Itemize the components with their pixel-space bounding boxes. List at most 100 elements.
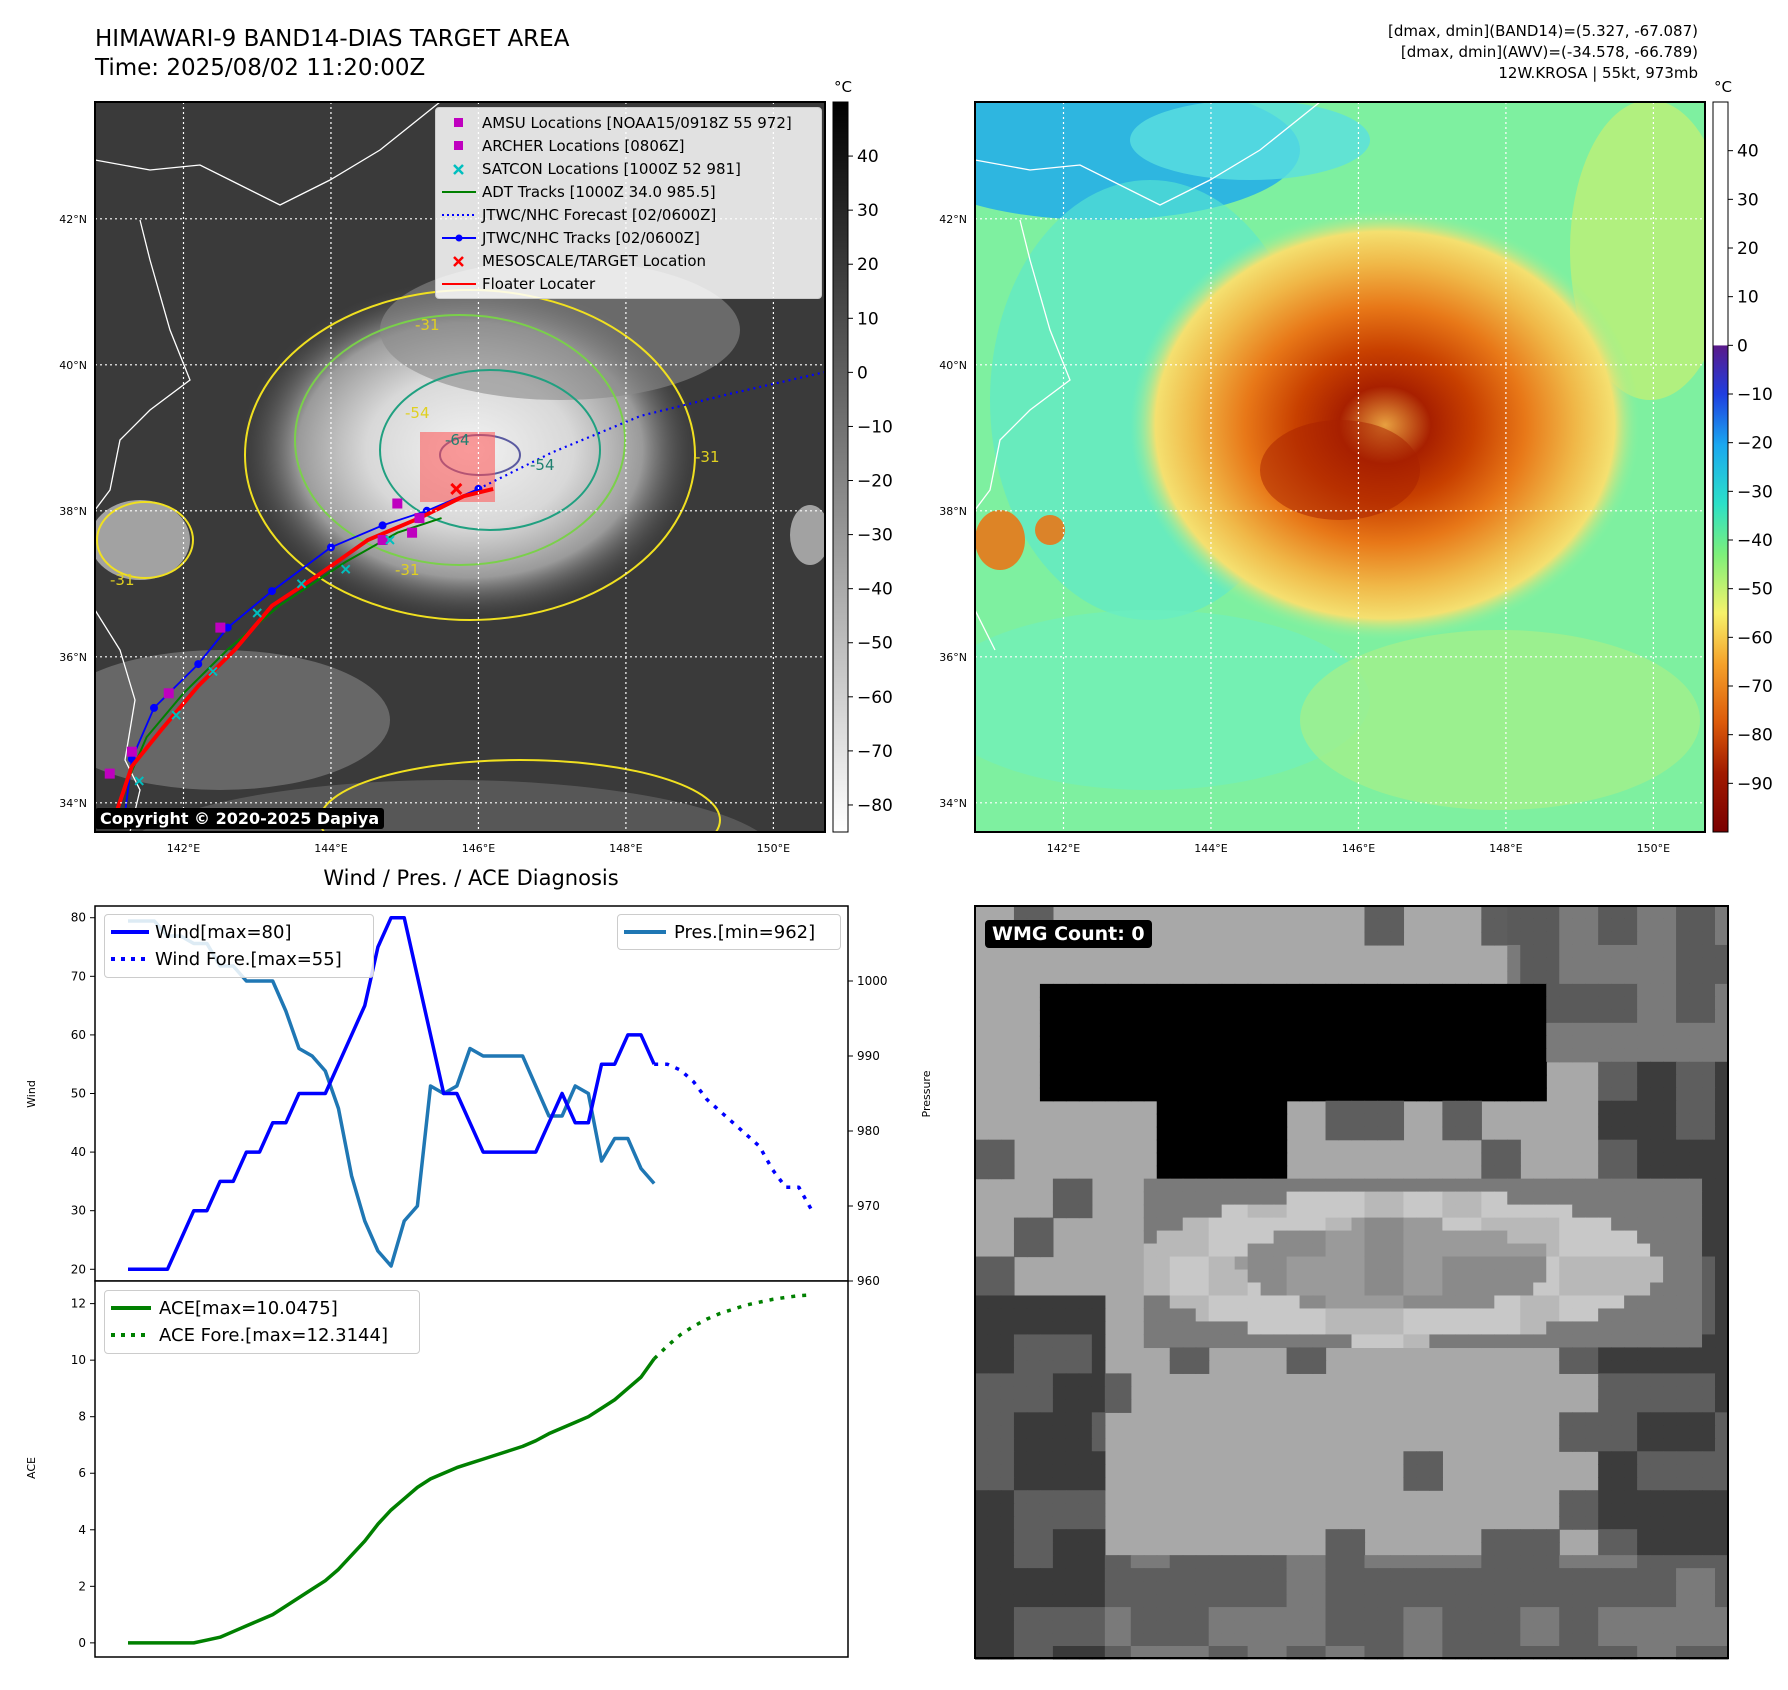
wmg-cell — [1520, 1035, 1534, 1050]
wmg-cell — [1676, 1347, 1690, 1361]
wmg-cell — [1169, 1074, 1184, 1089]
wmg-cell — [1273, 1217, 1288, 1232]
wmg-cell — [1260, 1568, 1275, 1582]
wmg-cell — [1520, 1217, 1534, 1232]
wmg-cell — [1338, 1607, 1353, 1621]
wmg-cell — [1182, 1646, 1197, 1660]
wmg-cell — [1676, 1529, 1690, 1543]
wmg-cell — [1221, 1555, 1236, 1569]
ace-legend-label: ACE[max=10.0475] — [159, 1297, 338, 1319]
wmg-cell — [975, 1555, 989, 1569]
wmg-cell — [1195, 1594, 1210, 1608]
legend-square-marker — [454, 141, 463, 150]
wmg-cell — [1143, 1282, 1158, 1297]
wmg-cell — [1286, 1321, 1301, 1336]
wmg-cell — [1078, 1009, 1093, 1024]
wmg-cell — [1598, 1152, 1612, 1167]
coastline-kanto — [95, 609, 141, 832]
wmg-cell — [1650, 1334, 1664, 1349]
wmg-cell — [1676, 996, 1690, 1011]
wmg-cell — [1286, 1633, 1301, 1647]
wmg-cell — [1598, 1438, 1612, 1452]
wmg-cell — [1325, 1256, 1340, 1271]
wmg-cell — [1663, 1373, 1677, 1387]
wmg-cell — [1195, 1256, 1210, 1271]
wmg-cell — [1676, 1594, 1690, 1608]
wmg-cell — [1130, 1061, 1145, 1076]
wmg-cell — [1481, 1217, 1495, 1232]
wmg-cell — [1299, 1191, 1314, 1206]
wmg-cell — [1000, 1425, 1015, 1439]
colorbar-tick-label: −50 — [1737, 580, 1773, 600]
wmg-cell — [1715, 1204, 1729, 1219]
wmg-cell — [1416, 1646, 1430, 1660]
wmg-cell — [1026, 1542, 1041, 1556]
wmg-cell — [1585, 1321, 1599, 1336]
wmg-cell — [975, 1516, 989, 1530]
wmg-cell — [1052, 1191, 1067, 1206]
wmg-cell — [1455, 1100, 1469, 1115]
wmg-cell — [1689, 1126, 1703, 1141]
wmg-cell — [1533, 1048, 1547, 1063]
wmg-cell — [1676, 1581, 1690, 1595]
wmg-cell — [975, 1360, 989, 1374]
wmg-cell — [1078, 1061, 1093, 1076]
wmg-cell — [1377, 1568, 1392, 1582]
wmg-cell — [1624, 1464, 1638, 1478]
wmg-cell — [1234, 1581, 1249, 1595]
wmg-cell — [1689, 1529, 1703, 1543]
wmg-cell — [1624, 1126, 1638, 1141]
wmg-cell — [1403, 1607, 1418, 1621]
wmg-cell — [1689, 1594, 1703, 1608]
legend-x-marker — [453, 256, 464, 267]
wmg-cell — [1143, 1191, 1158, 1206]
wmg-cell — [1663, 1555, 1677, 1569]
wmg-cell — [1013, 1334, 1028, 1349]
wmg-cell — [1429, 996, 1443, 1011]
wmg-cell — [1182, 1633, 1197, 1647]
wmg-cell — [1572, 1282, 1586, 1297]
wmg-cell — [1663, 970, 1677, 985]
wmg-cell — [1247, 1295, 1262, 1310]
wmg-cell — [1195, 1295, 1210, 1310]
wmg-cell — [1325, 1620, 1340, 1634]
wmg-cell — [1169, 1594, 1184, 1608]
wmg-cell — [1650, 1282, 1664, 1297]
wmg-cell — [1000, 1451, 1015, 1465]
wmg-cell — [1637, 1477, 1651, 1491]
wmg-cell — [1390, 996, 1405, 1011]
wmg-cell — [1156, 1633, 1171, 1647]
pressure-ylabel: Pressure — [920, 1070, 933, 1117]
wmg-cell — [1650, 1399, 1664, 1413]
wmg-cell — [1676, 1022, 1690, 1037]
wmg-cell — [1364, 918, 1379, 933]
wmg-cell — [1416, 1555, 1430, 1569]
wmg-cell — [1572, 1490, 1586, 1504]
wmg-cell — [1637, 1542, 1651, 1556]
wmg-cell — [1078, 1087, 1093, 1102]
wmg-cell — [1715, 1360, 1729, 1374]
wmg-cell — [1286, 1646, 1301, 1660]
wmg-cell — [1559, 1581, 1573, 1595]
wmg-cell — [1156, 1620, 1171, 1634]
ir-contour-labels: -31-54-64-54-31-31-31 — [110, 316, 720, 589]
wmg-cell — [1026, 1386, 1041, 1400]
wmg-cell — [1663, 931, 1677, 946]
wmg-cell — [1091, 1464, 1106, 1478]
wmg-cell — [1052, 996, 1067, 1011]
wmg-cell — [1546, 1555, 1560, 1569]
wmg-cell — [1156, 996, 1171, 1011]
wmg-cell — [1273, 1607, 1288, 1621]
wmg-cell — [1312, 1607, 1327, 1621]
wmg-cell — [1390, 1555, 1405, 1569]
wmg-cell — [1078, 1035, 1093, 1050]
wmg-cell — [1325, 1009, 1340, 1024]
wmg-cell — [1416, 1334, 1430, 1349]
wmg-cell — [1221, 1607, 1236, 1621]
wmg-cell — [1611, 931, 1625, 946]
wmg-cell — [1078, 1451, 1093, 1465]
wmg-cell — [1624, 1243, 1638, 1258]
wmg-cell — [1468, 1581, 1482, 1595]
wmg-cell — [1039, 906, 1054, 920]
wmg-cell — [1715, 1295, 1729, 1310]
